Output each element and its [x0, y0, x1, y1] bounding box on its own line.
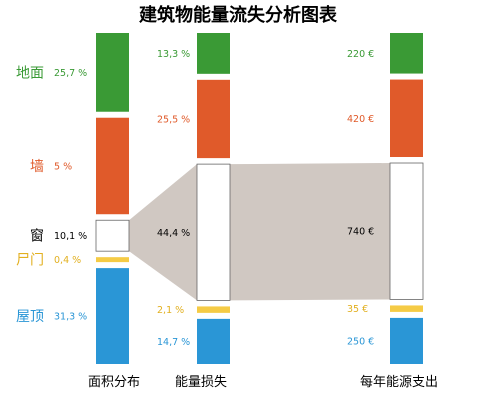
- highlight-connector-area-to-loss: [129, 164, 197, 301]
- value-label-1-4: 14,7 %: [157, 337, 190, 348]
- category-label-1: 墙: [30, 159, 44, 175]
- value-label-1-1: 25,5 %: [157, 114, 190, 125]
- category-label-4: 屋顶: [16, 309, 44, 325]
- bar-0-1: [96, 117, 129, 215]
- bar-2-2: [389, 162, 424, 300]
- bar-1-2: [196, 163, 231, 301]
- bar-1-3: [197, 306, 230, 313]
- bar-2-3: [390, 305, 423, 312]
- category-label-0: 地面: [16, 65, 44, 81]
- column-label-area: 面积分布: [88, 375, 140, 390]
- column-label-cost: 每年能源支出: [360, 374, 438, 390]
- connector-layer: [129, 163, 390, 301]
- value-label-0-1: 5 %: [54, 161, 72, 172]
- bar-0-3: [96, 257, 129, 263]
- value-label-2-1: 420 €: [347, 114, 374, 125]
- value-label-0-0: 25,7 %: [54, 68, 87, 79]
- bar-0-4: [96, 268, 129, 364]
- bar-2-4: [390, 317, 423, 364]
- value-label-2-0: 220 €: [347, 49, 374, 60]
- bar-1-0: [197, 33, 230, 74]
- value-label-1-3: 2,1 %: [157, 305, 184, 316]
- value-label-0-2: 10,1 %: [54, 231, 87, 242]
- bar-0-0: [96, 33, 129, 112]
- bar-2-1: [390, 79, 423, 158]
- chart-title: 建筑物能量流失分析图表: [139, 4, 338, 26]
- value-label-0-4: 31,3 %: [54, 312, 87, 323]
- column-label-loss: 能量损失: [175, 375, 227, 390]
- column-labels-layer: 面积分布 能量损失 每年能源支出: [88, 374, 438, 390]
- value-label-1-2: 44,4 %: [157, 228, 190, 239]
- highlight-connector-loss-to-cost: [230, 163, 390, 301]
- category-label-3: 尸门: [16, 253, 44, 269]
- bar-2-0: [390, 33, 423, 74]
- bar-1-1: [197, 79, 230, 159]
- labels-layer: 25,7 % 5 % 10,1 % 0,4 % 31,3 % 13,3 % 25,5 % 44…: [16, 49, 374, 348]
- bar-0-2: [95, 219, 130, 252]
- category-label-2: 窗: [30, 228, 44, 245]
- value-label-2-2: 740 €: [347, 227, 374, 238]
- value-label-2-4: 250 €: [347, 336, 374, 347]
- value-label-2-3: 35 €: [347, 304, 368, 315]
- value-label-0-3: 0,4 %: [54, 255, 81, 266]
- bars-layer: [95, 33, 424, 364]
- bar-1-4: [197, 318, 230, 364]
- value-label-1-0: 13,3 %: [157, 49, 190, 60]
